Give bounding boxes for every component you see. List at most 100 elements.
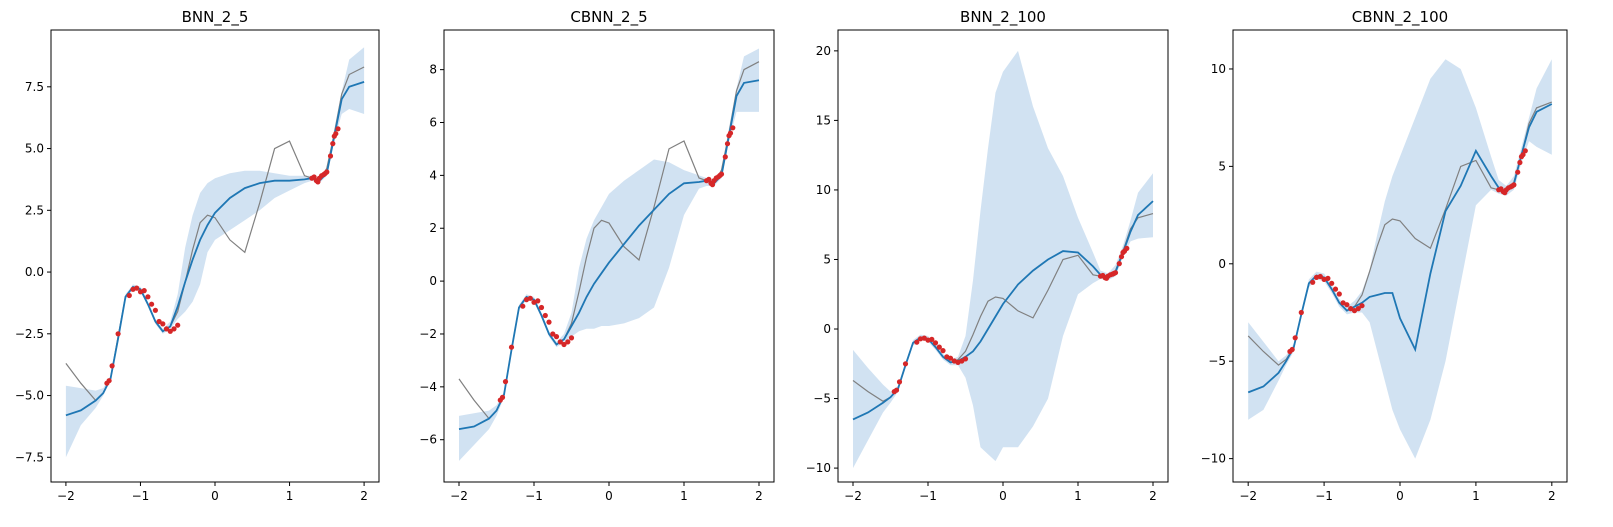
observed-point bbox=[163, 326, 170, 332]
y-tick-label: −2 bbox=[419, 327, 437, 341]
y-tick-label: 8 bbox=[429, 63, 437, 77]
observed-point bbox=[134, 285, 140, 291]
observed-point bbox=[1292, 335, 1298, 341]
y-tick-label: −4 bbox=[419, 380, 437, 394]
observed-point bbox=[940, 348, 946, 354]
subplot-2: −2 −1 0 1 2 −6 −4 −2 0 2 4 6 8 CBNN_2_5 bbox=[419, 8, 775, 503]
observed-point bbox=[126, 292, 132, 299]
observed-point bbox=[160, 321, 166, 327]
y-tick-label: 5.0 bbox=[25, 142, 44, 156]
y-tick-label: 0 bbox=[823, 322, 831, 336]
observed-point bbox=[1332, 286, 1339, 292]
observed-point bbox=[947, 355, 954, 361]
y-tick-label: −6 bbox=[419, 433, 437, 447]
observed-point bbox=[724, 141, 731, 147]
observed-point bbox=[1310, 279, 1316, 285]
y-tick-label: −2.5 bbox=[15, 327, 44, 341]
observed-point bbox=[893, 387, 900, 393]
observed-point bbox=[1325, 275, 1331, 281]
observed-point bbox=[1336, 291, 1342, 297]
observed-point bbox=[141, 288, 147, 294]
observed-point bbox=[145, 294, 151, 300]
y-tick-label: 7.5 bbox=[25, 80, 44, 94]
uncertainty-band bbox=[459, 48, 759, 461]
y-tick-label: 2.5 bbox=[25, 203, 44, 217]
y-tick-label: −5 bbox=[813, 392, 831, 406]
plot-area bbox=[65, 47, 365, 458]
y-tick-label: 10 bbox=[1211, 62, 1226, 76]
observed-point bbox=[557, 339, 563, 345]
observed-point bbox=[550, 331, 556, 337]
observed-point bbox=[327, 153, 334, 159]
observed-point bbox=[936, 344, 942, 350]
x-tick-label: 2 bbox=[755, 489, 763, 503]
chart-title: BNN_2_100 bbox=[960, 8, 1046, 27]
observed-point bbox=[730, 125, 736, 131]
observed-point bbox=[1118, 254, 1125, 260]
plot-area bbox=[852, 50, 1154, 469]
observed-point bbox=[1124, 245, 1130, 251]
x-tick-label: −2 bbox=[1239, 489, 1257, 503]
y-tick-label: −10 bbox=[1201, 452, 1226, 466]
observed-point bbox=[1522, 148, 1528, 154]
x-tick-label: 0 bbox=[999, 489, 1007, 503]
plot-area bbox=[1247, 59, 1553, 459]
x-tick-label: 1 bbox=[1472, 489, 1480, 503]
x-tick-label: 2 bbox=[1548, 489, 1556, 503]
observed-point bbox=[175, 322, 181, 328]
observed-point bbox=[1298, 309, 1304, 316]
observed-point bbox=[932, 340, 939, 346]
x-tick-label: −1 bbox=[1315, 489, 1333, 503]
observed-point bbox=[520, 303, 526, 309]
observed-point bbox=[527, 295, 533, 301]
y-tick-label: 0 bbox=[429, 274, 437, 288]
y-tick-label: −10 bbox=[806, 461, 831, 475]
uncertainty-band bbox=[1248, 59, 1552, 459]
observed-point bbox=[1116, 261, 1122, 267]
x-tick-label: 0 bbox=[1396, 489, 1404, 503]
observed-point bbox=[718, 171, 725, 177]
observed-point bbox=[1355, 306, 1361, 312]
observed-point bbox=[330, 141, 336, 147]
y-tick-label: 5 bbox=[823, 252, 831, 266]
observed-point bbox=[962, 356, 969, 362]
observed-point bbox=[1289, 346, 1295, 353]
observed-point bbox=[156, 318, 162, 325]
y-tick-label: 0 bbox=[1218, 257, 1226, 271]
x-tick-label: 1 bbox=[680, 489, 688, 503]
observed-point bbox=[1359, 303, 1365, 309]
x-tick-label: 1 bbox=[286, 489, 294, 503]
observed-point bbox=[335, 126, 341, 132]
x-tick-label: 2 bbox=[1149, 489, 1157, 503]
subplot-1: −2 −1 0 1 2 −7.5 −5.0 −2.5 0.0 2.5 5.0 7.5 BNN_2_5 bbox=[15, 8, 380, 503]
observed-point bbox=[152, 307, 158, 313]
observed-point bbox=[1515, 169, 1521, 175]
observed-point bbox=[902, 361, 909, 367]
observed-point bbox=[324, 169, 330, 175]
y-tick-label: 15 bbox=[816, 113, 831, 127]
y-tick-label: 0.0 bbox=[25, 265, 44, 279]
observed-point bbox=[1517, 159, 1523, 166]
x-tick-label: −1 bbox=[919, 489, 937, 503]
y-tick-label: 10 bbox=[816, 183, 831, 197]
x-tick-label: 0 bbox=[605, 489, 613, 503]
observed-point bbox=[568, 335, 575, 341]
x-tick-label: −1 bbox=[132, 489, 150, 503]
observed-point bbox=[722, 154, 728, 160]
x-tick-label: −2 bbox=[844, 489, 862, 503]
observed-point bbox=[167, 328, 173, 334]
y-tick-label: 5 bbox=[1218, 159, 1226, 173]
uncertainty-band bbox=[65, 47, 365, 458]
observed-point bbox=[333, 131, 339, 137]
uncertainty-band bbox=[853, 50, 1153, 469]
y-tick-label: −7.5 bbox=[15, 450, 44, 464]
observed-point bbox=[1329, 280, 1335, 286]
observed-point bbox=[508, 344, 515, 350]
observed-point bbox=[542, 312, 548, 319]
observed-point bbox=[914, 339, 920, 345]
observed-point bbox=[535, 298, 541, 304]
observed-point bbox=[546, 319, 552, 325]
observed-point bbox=[1511, 182, 1517, 188]
